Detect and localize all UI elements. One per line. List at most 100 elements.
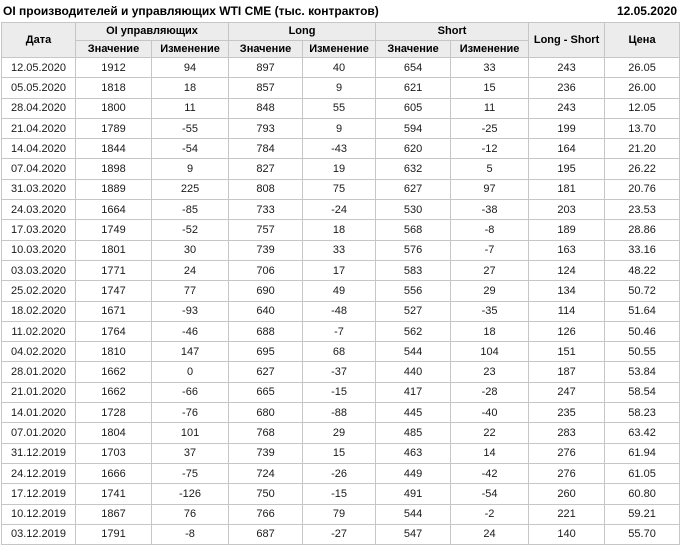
header-short-change: Изменение <box>450 39 530 58</box>
long-value-cell: 784 <box>228 138 304 160</box>
short-change-cell: -28 <box>450 381 530 404</box>
long-change-cell: 79 <box>302 503 377 525</box>
oi-value-cell: 1662 <box>75 381 152 404</box>
long-value-cell: 706 <box>228 259 304 282</box>
oi-value-cell: 1800 <box>75 97 152 119</box>
long-change-cell: 40 <box>302 56 377 79</box>
short-change-cell: 15 <box>450 77 530 99</box>
long-change-cell: -15 <box>302 483 377 505</box>
oi-value-cell: 1749 <box>75 219 152 241</box>
header-date: Дата <box>1 22 76 58</box>
short-change-cell: 104 <box>450 341 530 363</box>
date-cell: 31.03.2020 <box>1 178 76 201</box>
price-cell: 58.54 <box>604 381 680 404</box>
long-change-cell: 68 <box>302 341 377 363</box>
long-value-cell: 750 <box>228 483 304 505</box>
table-row: 25.02.2020 1747 77 690 49 556 29 134 50.72 <box>1 280 680 302</box>
report-date: 12.05.2020 <box>616 4 677 18</box>
header-long-change: Изменение <box>302 39 377 58</box>
net-cell: 243 <box>528 97 606 119</box>
price-cell: 26.05 <box>604 56 680 79</box>
table-row: 11.02.2020 1764 -46 688 -7 562 18 126 50.46 <box>1 320 680 343</box>
net-cell: 126 <box>528 320 606 343</box>
short-value-cell: 463 <box>375 442 452 464</box>
date-cell: 05.05.2020 <box>1 77 76 99</box>
table-row: 10.03.2020 1801 30 739 33 576 -7 163 33.16 <box>1 239 680 261</box>
oi-change-cell: 24 <box>150 259 230 282</box>
net-cell: 140 <box>528 523 606 546</box>
date-cell: 24.03.2020 <box>1 199 76 221</box>
oi-change-cell: 30 <box>150 239 230 261</box>
long-change-cell: -27 <box>302 523 377 546</box>
short-value-cell: 621 <box>375 77 452 99</box>
short-value-cell: 556 <box>375 280 452 302</box>
oi-value-cell: 1747 <box>75 280 152 302</box>
table-row: 21.01.2020 1662 -66 665 -15 417 -28 247 58.54 <box>1 381 680 404</box>
long-value-cell: 757 <box>228 219 304 241</box>
long-value-cell: 640 <box>228 300 304 322</box>
table-row: 28.04.2020 1800 11 848 55 605 11 243 12.05 <box>1 97 680 119</box>
long-value-cell: 688 <box>228 320 304 343</box>
long-value-cell: 857 <box>228 77 304 99</box>
price-cell: 59.21 <box>604 503 680 525</box>
net-cell: 114 <box>528 300 606 322</box>
long-change-cell: 19 <box>302 158 377 180</box>
header-oi-value: Значение <box>75 39 152 58</box>
oi-change-cell: -76 <box>150 402 230 424</box>
short-change-cell: 23 <box>450 361 530 383</box>
long-change-cell: -24 <box>302 199 377 221</box>
short-value-cell: 576 <box>375 239 452 261</box>
price-cell: 26.00 <box>604 77 680 99</box>
short-change-cell: -38 <box>450 199 530 221</box>
oi-change-cell: 77 <box>150 280 230 302</box>
oi-change-cell: 76 <box>150 503 230 525</box>
oi-value-cell: 1889 <box>75 178 152 201</box>
header-price: Цена <box>604 22 680 58</box>
short-change-cell: -7 <box>450 239 530 261</box>
table-row: 03.12.2019 1791 -8 687 -27 547 24 140 55.70 <box>1 523 680 546</box>
table-row: 12.05.2020 1912 94 897 40 654 33 243 26.05 <box>1 56 680 79</box>
net-cell: 247 <box>528 381 606 404</box>
oi-value-cell: 1789 <box>75 117 152 140</box>
long-value-cell: 687 <box>228 523 304 546</box>
long-value-cell: 897 <box>228 56 304 79</box>
table-row: 17.03.2020 1749 -52 757 18 568 -8 189 28.86 <box>1 219 680 241</box>
table-row: 31.12.2019 1703 37 739 15 463 14 276 61.94 <box>1 442 680 464</box>
net-cell: 260 <box>528 483 606 505</box>
table-row: 24.12.2019 1666 -75 724 -26 449 -42 276 61.05 <box>1 462 680 485</box>
date-cell: 17.03.2020 <box>1 219 76 241</box>
net-cell: 276 <box>528 462 606 485</box>
long-value-cell: 766 <box>228 503 304 525</box>
net-cell: 151 <box>528 341 606 363</box>
net-cell: 235 <box>528 402 606 424</box>
date-cell: 14.04.2020 <box>1 138 76 160</box>
date-cell: 18.02.2020 <box>1 300 76 322</box>
long-change-cell: -43 <box>302 138 377 160</box>
date-cell: 12.05.2020 <box>1 56 76 79</box>
long-change-cell: -26 <box>302 462 377 485</box>
oi-change-cell: -8 <box>150 523 230 546</box>
short-change-cell: -2 <box>450 503 530 525</box>
table-row: 31.03.2020 1889 225 808 75 627 97 181 20.76 <box>1 178 680 201</box>
short-value-cell: 449 <box>375 462 452 485</box>
long-value-cell: 724 <box>228 462 304 485</box>
net-cell: 124 <box>528 259 606 282</box>
date-cell: 03.03.2020 <box>1 259 76 282</box>
date-cell: 07.01.2020 <box>1 422 76 444</box>
table-row: 07.01.2020 1804 101 768 29 485 22 283 63.42 <box>1 422 680 444</box>
net-cell: 164 <box>528 138 606 160</box>
date-cell: 04.02.2020 <box>1 341 76 363</box>
long-change-cell: 55 <box>302 97 377 119</box>
date-cell: 17.12.2019 <box>1 483 76 505</box>
oi-change-cell: 37 <box>150 442 230 464</box>
long-value-cell: 680 <box>228 402 304 424</box>
short-value-cell: 485 <box>375 422 452 444</box>
page-title: OI производителей и управляющих WTI CME … <box>3 4 379 18</box>
oi-change-cell: 18 <box>150 77 230 99</box>
oi-change-cell: 11 <box>150 97 230 119</box>
oi-change-cell: -126 <box>150 483 230 505</box>
header-long-group: Long <box>228 22 377 41</box>
header-short-group: Short <box>375 22 530 41</box>
oi-change-cell: -93 <box>150 300 230 322</box>
table-row: 14.01.2020 1728 -76 680 -88 445 -40 235 58.23 <box>1 402 680 424</box>
